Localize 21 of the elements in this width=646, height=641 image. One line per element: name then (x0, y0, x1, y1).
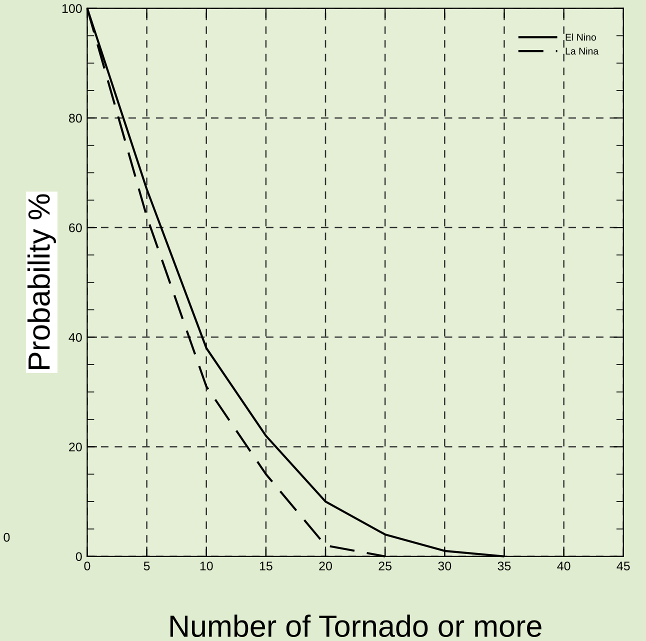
x-tick-label: 0 (84, 562, 90, 570)
y-tick-label: 40 (68, 332, 82, 342)
x-axis-title: Number of Tornado or more (170, 614, 542, 638)
x-tick-label: 40 (557, 562, 570, 570)
x-tick-label: 30 (438, 562, 452, 570)
legend-label: La Nina (566, 47, 599, 55)
x-tick-label: 35 (498, 562, 511, 570)
y-axis-title: Probability % (27, 194, 56, 370)
x-tick-label: 10 (200, 562, 213, 570)
x-tick-label: 15 (260, 562, 272, 570)
x-tick-label: 45 (616, 562, 630, 570)
y-tick-label: 60 (69, 223, 82, 232)
y-tick-label: 80 (68, 114, 82, 123)
y-tick-label: 100 (62, 4, 82, 13)
legend-label: El Nino (566, 34, 596, 41)
x-tick-label: 25 (378, 562, 392, 570)
x-tick-label: 20 (319, 562, 332, 570)
y-tick-label: 0 (76, 552, 82, 562)
y-tick-label: 20 (69, 442, 82, 452)
x-tick-label: 5 (144, 562, 150, 570)
text: 0 (4, 532, 10, 542)
